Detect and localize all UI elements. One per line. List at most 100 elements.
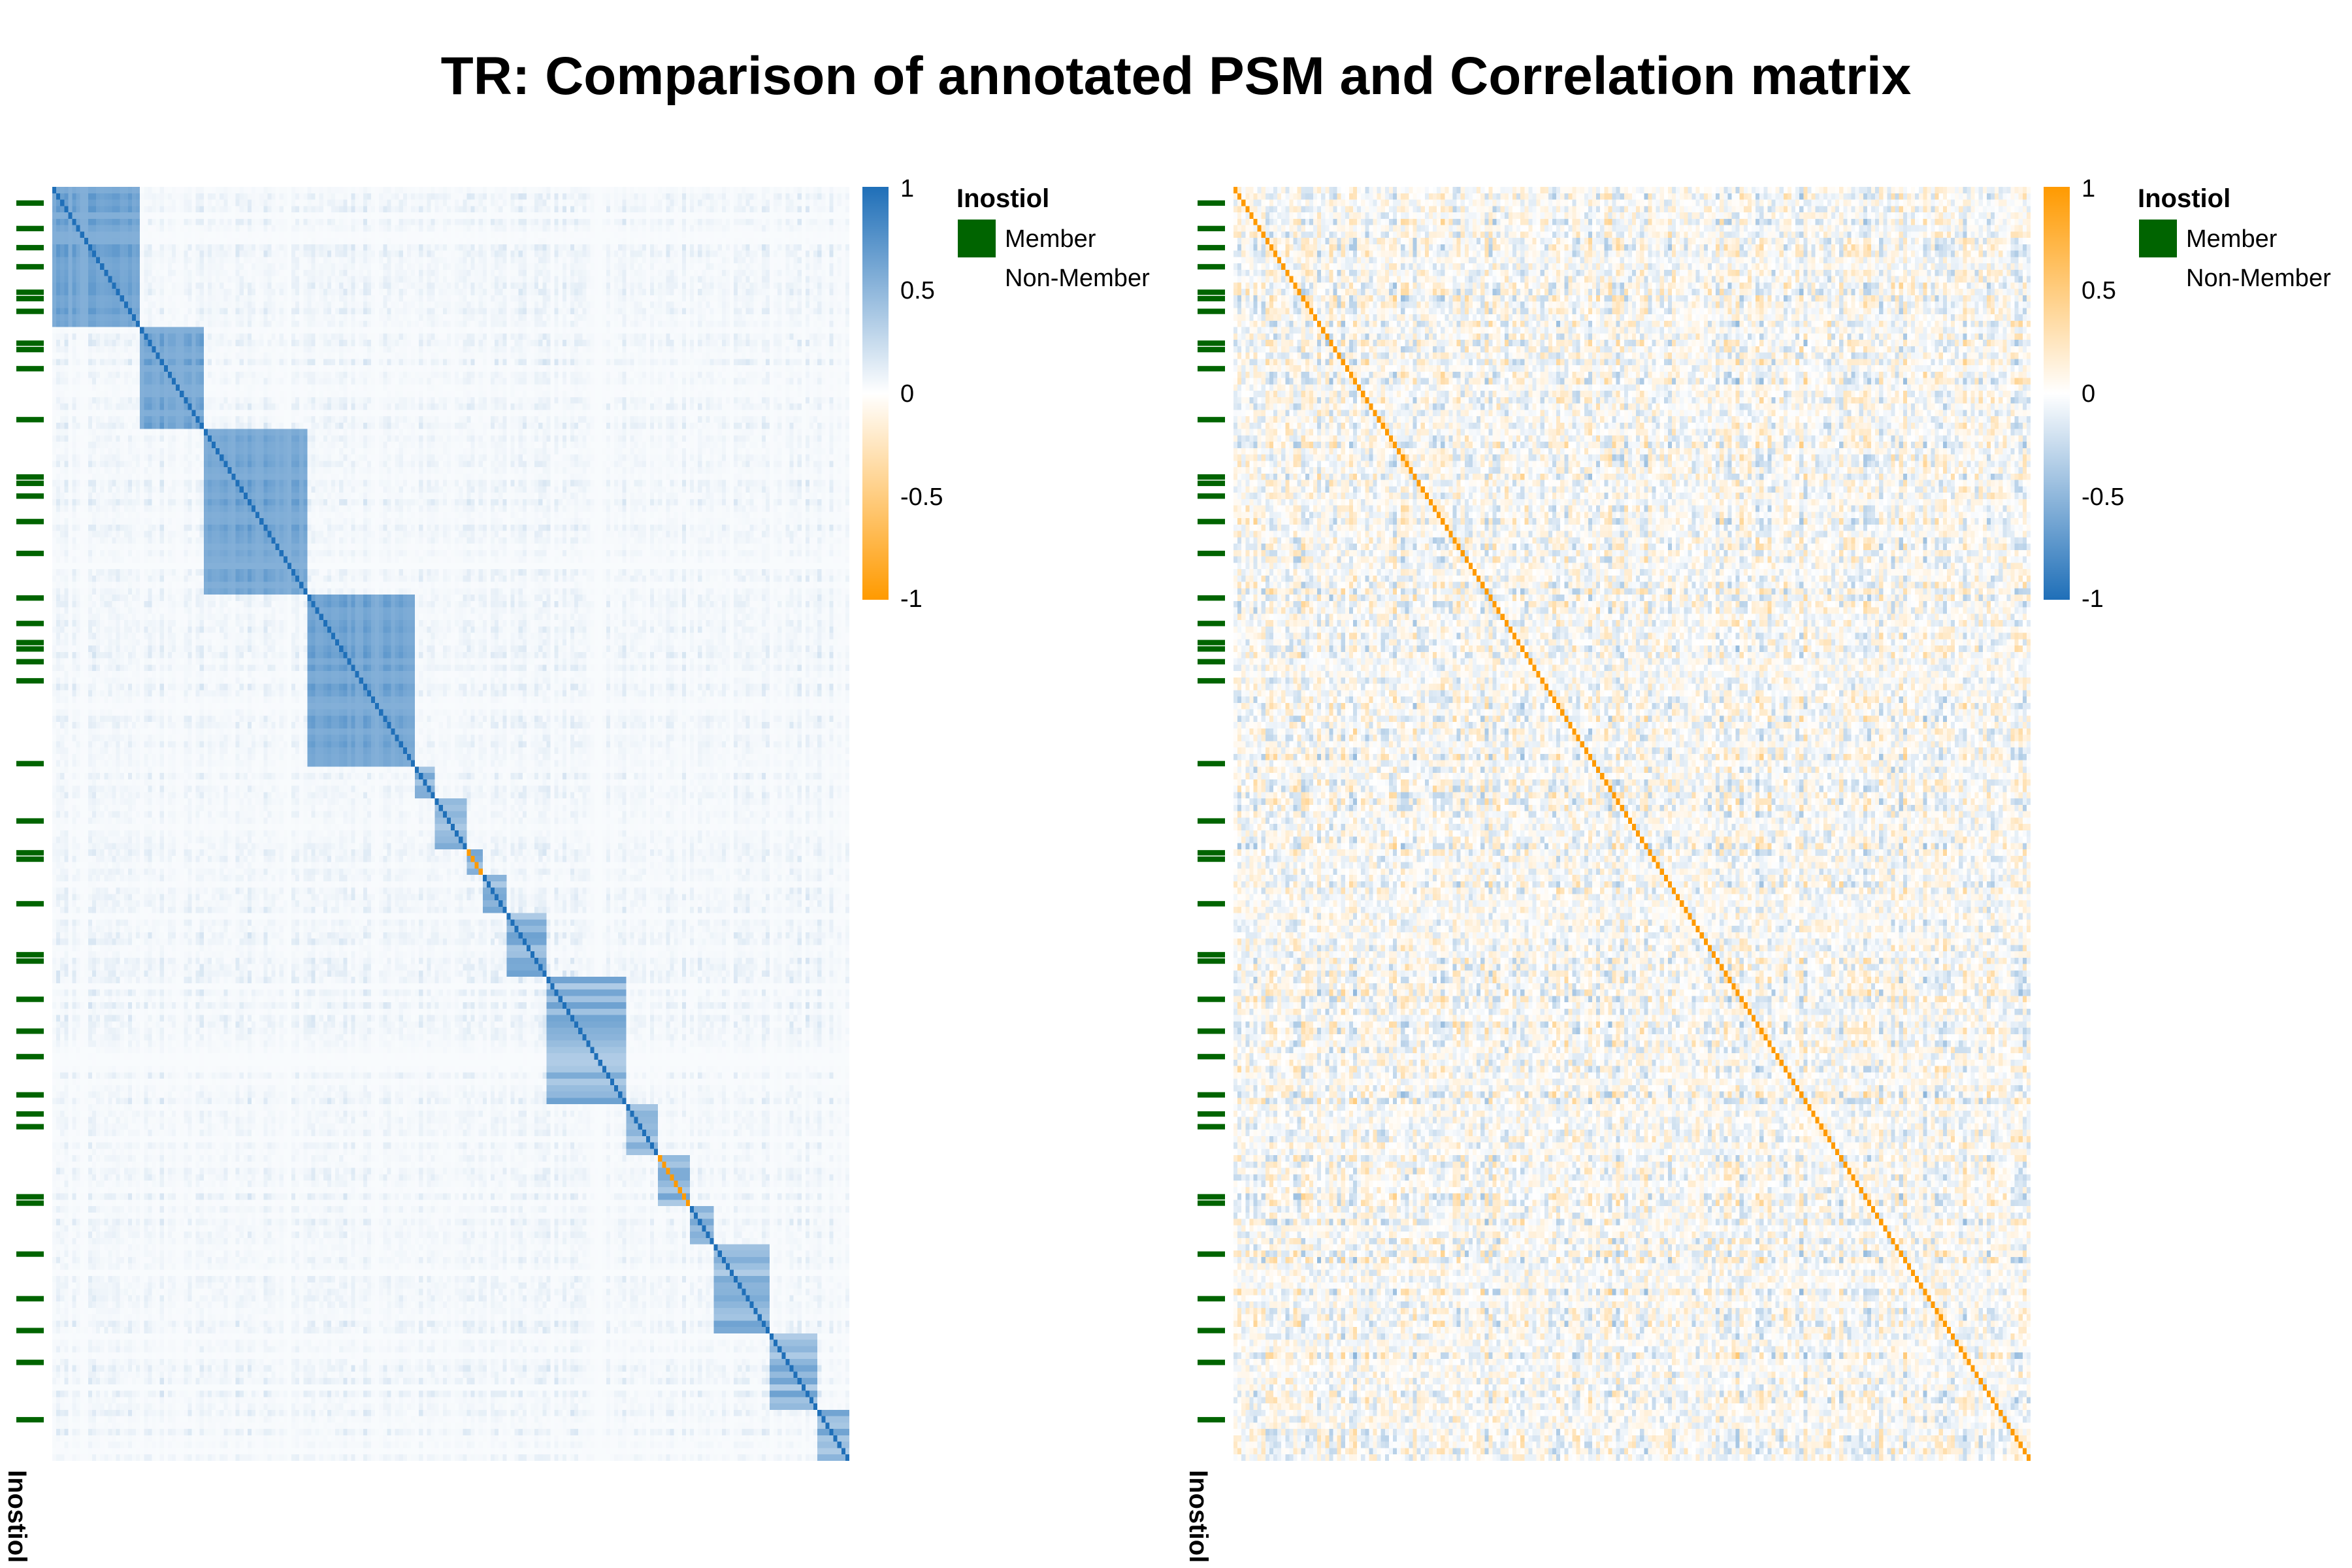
colorbar-tick-label: -0.5 xyxy=(2082,483,2125,511)
member-annotation-mark xyxy=(16,417,44,423)
member-annotation-mark xyxy=(1198,850,1225,856)
correlation-panel: Inostiol 1 0.5 0 -0.5 -1 Inostiol Member… xyxy=(1181,0,2352,1568)
member-annotation-mark xyxy=(16,1360,44,1365)
member-annotation-mark xyxy=(1198,646,1225,652)
member-annotation-mark xyxy=(16,1296,44,1301)
member-annotation-mark xyxy=(1198,474,1225,480)
member-annotation-mark xyxy=(16,996,44,1002)
member-annotation-mark xyxy=(16,901,44,907)
member-annotation-mark xyxy=(1198,289,1225,295)
member-annotation-mark xyxy=(16,760,44,766)
member-annotation-mark xyxy=(1198,640,1225,645)
member-annotation-mark xyxy=(1198,760,1225,766)
member-annotation-mark xyxy=(1198,346,1225,353)
legend-member-swatch xyxy=(2139,220,2177,257)
member-annotation-mark xyxy=(16,264,44,270)
member-annotation-mark xyxy=(1198,1296,1225,1301)
member-annotation-mark xyxy=(16,958,44,964)
member-annotation-mark xyxy=(16,818,44,824)
member-annotation-mark xyxy=(1198,856,1225,862)
member-annotation-mark xyxy=(16,1200,44,1206)
member-annotation-mark xyxy=(16,640,44,645)
member-annotation-mark xyxy=(16,474,44,480)
member-annotation-mark xyxy=(1198,264,1225,270)
member-annotation-mark xyxy=(16,200,44,206)
colorbar-tick-label: -0.5 xyxy=(900,483,943,511)
annotation-label: Inostiol xyxy=(3,1470,31,1563)
colorbar-tick-label: 1 xyxy=(2082,175,2096,203)
colorbar xyxy=(862,187,889,600)
member-annotation-mark xyxy=(16,1194,44,1200)
member-annotation-mark xyxy=(1198,340,1225,346)
member-annotation-mark xyxy=(16,595,44,601)
colorbar-tick-label: 0 xyxy=(2082,380,2096,408)
inostiol-annotation-bar xyxy=(1198,200,1225,1423)
member-annotation-mark xyxy=(1198,621,1225,627)
member-annotation-mark xyxy=(16,952,44,958)
member-annotation-mark xyxy=(16,850,44,856)
legend-title: Inostiol xyxy=(2138,184,2231,213)
member-annotation-mark xyxy=(1198,1251,1225,1257)
member-annotation-mark xyxy=(1198,308,1225,314)
member-annotation-mark xyxy=(16,308,44,314)
member-annotation-mark xyxy=(1198,901,1225,907)
member-annotation-mark xyxy=(1198,366,1225,372)
member-annotation-mark xyxy=(16,225,44,231)
member-annotation-mark xyxy=(1198,1092,1225,1098)
member-annotation-mark xyxy=(1198,1194,1225,1200)
member-annotation-mark xyxy=(16,1251,44,1257)
member-annotation-mark xyxy=(16,480,44,486)
member-annotation-mark xyxy=(1198,1360,1225,1365)
legend-nonmember-label: Non-Member xyxy=(1005,265,1150,292)
member-annotation-mark xyxy=(16,1328,44,1333)
colorbar-tick-label: 0 xyxy=(900,380,915,408)
member-annotation-mark xyxy=(16,1028,44,1034)
member-annotation-mark xyxy=(16,621,44,627)
member-annotation-mark xyxy=(1198,417,1225,423)
member-annotation-mark xyxy=(1198,1200,1225,1206)
member-annotation-mark xyxy=(1198,996,1225,1002)
member-annotation-mark xyxy=(1198,818,1225,824)
legend-member-swatch xyxy=(958,220,996,257)
correlation-heatmap xyxy=(1233,187,2031,1461)
member-annotation-mark xyxy=(1198,1124,1225,1130)
member-annotation-mark xyxy=(16,519,44,525)
member-annotation-mark xyxy=(1198,480,1225,486)
colorbar-tick-label: 0.5 xyxy=(900,277,935,304)
member-annotation-mark xyxy=(16,646,44,652)
member-annotation-mark xyxy=(16,1092,44,1098)
member-annotation-mark xyxy=(16,289,44,295)
annotation-label: Inostiol xyxy=(1184,1470,1213,1563)
legend-member-label: Member xyxy=(2186,225,2278,253)
inostiol-annotation-bar xyxy=(16,200,44,1423)
member-annotation-mark xyxy=(16,856,44,862)
member-annotation-mark xyxy=(16,493,44,499)
member-annotation-mark xyxy=(16,366,44,372)
member-annotation-mark xyxy=(1198,200,1225,206)
member-annotation-mark xyxy=(1198,1416,1225,1423)
member-annotation-mark xyxy=(1198,952,1225,958)
colorbar xyxy=(2044,187,2070,600)
member-annotation-mark xyxy=(1198,1054,1225,1060)
member-annotation-mark xyxy=(1198,244,1225,251)
colorbar-tick-label: 1 xyxy=(900,175,915,203)
member-annotation-mark xyxy=(16,340,44,346)
member-annotation-mark xyxy=(16,244,44,251)
legend-member-label: Member xyxy=(1005,225,1096,253)
member-annotation-mark xyxy=(16,1416,44,1423)
member-annotation-mark xyxy=(1198,493,1225,499)
legend-nonmember-label: Non-Member xyxy=(2186,265,2331,292)
member-annotation-mark xyxy=(1198,659,1225,664)
member-annotation-mark xyxy=(1198,1111,1225,1117)
member-annotation-mark xyxy=(16,346,44,353)
colorbar-tick-label: -1 xyxy=(2082,585,2104,613)
member-annotation-mark xyxy=(1198,295,1225,302)
member-annotation-mark xyxy=(1198,958,1225,964)
member-annotation-mark xyxy=(1198,595,1225,601)
member-annotation-mark xyxy=(1198,225,1225,231)
member-annotation-mark xyxy=(1198,678,1225,684)
member-annotation-mark xyxy=(16,295,44,302)
page-title: TR: Comparison of annotated PSM and Corr… xyxy=(440,46,1912,106)
member-annotation-mark xyxy=(1198,519,1225,525)
psm-panel: Inostiol 1 0.5 0 -0.5 -1 Inostiol Member… xyxy=(3,175,1150,1563)
